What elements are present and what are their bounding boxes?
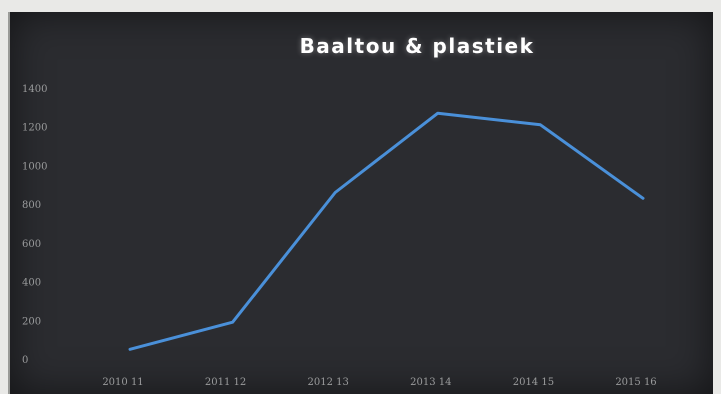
y-tick-label: 200: [22, 316, 41, 327]
y-tick-label: 400: [22, 278, 41, 289]
line-chart: 0 200 400 600 800 1000 1200 1400 2010 11 2011 12…: [22, 84, 657, 388]
chart-title: Baaltou & plastiek: [299, 34, 535, 58]
y-tick-label: 1000: [22, 161, 47, 172]
chart-frame: Baaltou & plastiek 0 200 400 600 800 1000 1200…: [8, 12, 713, 394]
y-tick-label: 0: [22, 355, 28, 366]
x-tick-label: 2010 11: [102, 377, 143, 388]
x-tick-label: 2011 12: [205, 377, 246, 388]
x-axis-ticks: 2010 11 2011 12 2012 13 2013 14 2014 15 2015 …: [102, 377, 656, 388]
y-tick-label: 1200: [22, 123, 47, 134]
y-tick-label: 800: [22, 200, 41, 211]
x-tick-label: 2013 14: [410, 377, 451, 388]
x-tick-label: 2012 13: [308, 377, 349, 388]
series-line: [128, 111, 645, 351]
x-tick-label: 2015 16: [615, 377, 656, 388]
y-axis-ticks: 0 200 400 600 800 1000 1200 1400: [22, 84, 47, 366]
y-tick-label: 1400: [22, 84, 47, 95]
x-tick-label: 2014 15: [513, 377, 554, 388]
y-tick-label: 600: [22, 239, 41, 250]
